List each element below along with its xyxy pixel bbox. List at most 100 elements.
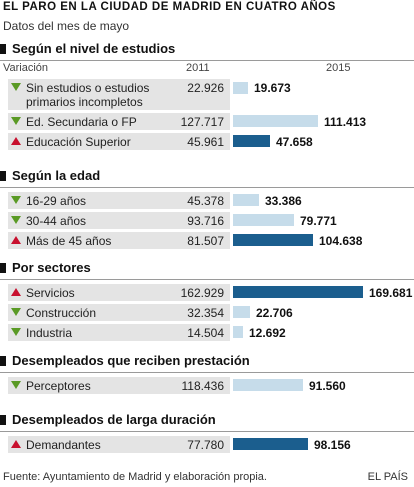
section-header: Desempleados de larga duración	[0, 411, 414, 431]
section-rule	[0, 60, 414, 61]
value-2011: 93.716	[187, 214, 224, 228]
section-marker	[0, 415, 6, 425]
table-row: Más de 45 años 81.507 104.638	[0, 232, 414, 249]
row-label: Servicios	[26, 286, 75, 300]
section-rule	[0, 431, 414, 432]
row-background	[8, 212, 230, 229]
triangle-up-icon	[11, 440, 21, 448]
value-2011: 127.717	[180, 115, 224, 129]
row-label: Sin estudios o estudios primarios incomp…	[26, 81, 150, 109]
row-label: Perceptores	[26, 379, 91, 393]
triangle-down-icon	[11, 381, 21, 389]
row-label: 30-44 años	[26, 214, 87, 228]
row-background	[8, 79, 230, 110]
table-row: Industria 14.504 12.692	[0, 324, 414, 341]
value-2015: 22.706	[256, 306, 293, 320]
value-2011: 32.354	[187, 306, 224, 320]
row-background	[8, 304, 230, 321]
value-2015: 33.386	[265, 194, 302, 208]
triangle-down-icon	[11, 216, 21, 224]
column-header-variation: Variación	[3, 62, 49, 74]
table-row: Ed. Secundaria o FP 127.717 111.413	[0, 113, 414, 130]
column-header-2015: 2015	[326, 62, 351, 74]
section-header: Según la edad	[0, 167, 414, 187]
bar-2015	[233, 82, 248, 94]
value-2015: 111.413	[324, 115, 367, 129]
bar-2015	[233, 214, 294, 226]
table-row: Perceptores 118.436 91.560	[0, 377, 414, 394]
value-2015: 79.771	[300, 214, 337, 228]
row-background	[8, 324, 230, 341]
value-2015: 104.638	[319, 234, 363, 248]
row-background	[8, 133, 230, 150]
value-2015: 12.692	[249, 326, 286, 340]
triangle-down-icon	[11, 308, 21, 316]
row-label: 16-29 años	[26, 194, 87, 208]
row-label: Más de 45 años	[26, 234, 112, 248]
chart-title: EL PARO EN LA CIUDAD DE MADRID EN CUATRO…	[3, 1, 336, 13]
triangle-up-icon	[11, 288, 21, 296]
section-marker	[0, 263, 6, 273]
row-background	[8, 113, 230, 130]
value-2015: 19.673	[254, 81, 291, 95]
section-title: Desempleados de larga duración	[12, 412, 216, 427]
section-header: Por sectores	[0, 259, 414, 279]
value-2011: 45.378	[187, 194, 224, 208]
section-marker	[0, 171, 6, 181]
row-background	[8, 192, 230, 209]
row-label: Industria	[26, 326, 73, 340]
value-2011: 45.961	[187, 135, 224, 149]
bar-2015	[233, 438, 308, 450]
section-title: Según la edad	[12, 168, 101, 183]
triangle-up-icon	[11, 137, 21, 145]
bar-2015	[233, 194, 259, 206]
table-row: Educación Superior 45.961 47.658	[0, 133, 414, 150]
row-background	[8, 232, 230, 249]
row-label: Educación Superior	[26, 135, 131, 149]
section-title: Desempleados que reciben prestación	[12, 353, 250, 368]
row-background	[8, 436, 230, 453]
section-marker	[0, 44, 6, 54]
section-rule	[0, 187, 414, 188]
table-row: 16-29 años 45.378 33.386	[0, 192, 414, 209]
section-header: Desempleados que reciben prestación	[0, 352, 414, 372]
triangle-down-icon	[11, 83, 21, 91]
bar-2015	[233, 286, 363, 298]
row-background	[8, 284, 230, 301]
source-note: Fuente: Ayuntamiento de Madrid y elabora…	[3, 471, 267, 483]
triangle-up-icon	[11, 236, 21, 244]
bar-2015	[233, 135, 270, 147]
value-2011: 118.436	[181, 379, 225, 393]
triangle-down-icon	[11, 328, 21, 336]
value-2011: 162.929	[180, 286, 224, 300]
value-2015: 98.156	[314, 438, 351, 452]
row-label: Ed. Secundaria o FP	[26, 115, 137, 129]
table-row: Servicios 162.929 169.681	[0, 284, 414, 301]
table-row: Demandantes 77.780 98.156	[0, 436, 414, 453]
row-label: Demandantes	[26, 438, 101, 452]
row-label: Construcción	[26, 306, 97, 320]
value-2011: 81.507	[187, 234, 224, 248]
value-2015: 169.681	[369, 286, 413, 300]
table-row: Sin estudios o estudios primarios incomp…	[0, 79, 414, 110]
section-rule	[0, 372, 414, 373]
value-2011: 77.780	[187, 438, 224, 452]
section-header: Según el nivel de estudios	[0, 40, 414, 60]
section-title: Por sectores	[12, 260, 91, 275]
brand-label: EL PAÍS	[367, 471, 408, 483]
bar-2015	[233, 306, 250, 318]
section-marker	[0, 356, 6, 366]
row-background	[8, 377, 230, 394]
table-row: Construcción 32.354 22.706	[0, 304, 414, 321]
chart-subtitle: Datos del mes de mayo	[3, 19, 130, 33]
bar-2015	[233, 234, 313, 246]
triangle-down-icon	[11, 196, 21, 204]
value-2015: 47.658	[276, 135, 313, 149]
value-2015: 91.560	[309, 379, 346, 393]
bar-2015	[233, 115, 318, 127]
bar-2015	[233, 326, 243, 338]
triangle-down-icon	[11, 117, 21, 125]
bar-2015	[233, 379, 303, 391]
column-header-2011: 2011	[186, 62, 210, 74]
section-rule	[0, 279, 414, 280]
